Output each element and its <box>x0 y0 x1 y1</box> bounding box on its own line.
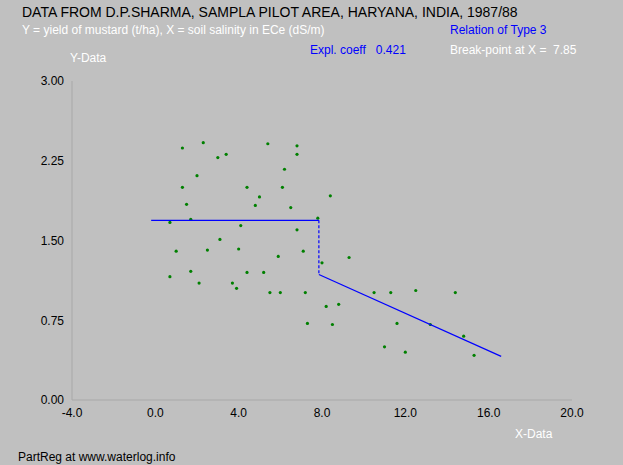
svg-text:2.25: 2.25 <box>41 154 65 168</box>
html-text:PartReg at www.waterlog.info: PartReg at www.waterlog.info <box>18 450 176 464</box>
html-text:X-Data: X-Data <box>515 427 553 441</box>
svg-text:4.0: 4.0 <box>230 406 247 420</box>
svg-text:-4.0: -4.0 <box>62 406 83 420</box>
html-text:Break-point at X = 7.85: Break-point at X = 7.85 <box>450 43 577 57</box>
svg-text:1.50: 1.50 <box>41 234 65 248</box>
html-text:Y-Data: Y-Data <box>70 51 107 65</box>
svg-text:12.0: 12.0 <box>394 406 418 420</box>
html-text:Expl. coeff 0.421: Expl. coeff 0.421 <box>310 43 406 57</box>
svg-text:0.00: 0.00 <box>41 393 65 407</box>
svg-text:0.0: 0.0 <box>147 406 164 420</box>
svg-text:8.0: 8.0 <box>314 406 331 420</box>
html-text:DATA FROM D.P.SHARMA, SAMPLA P: DATA FROM D.P.SHARMA, SAMPLA PILOT AREA,… <box>22 4 518 20</box>
svg-text:3.00: 3.00 <box>41 74 65 88</box>
svg-text:0.75: 0.75 <box>41 314 65 328</box>
svg-text:20.0: 20.0 <box>560 406 584 420</box>
svg-text:16.0: 16.0 <box>477 406 501 420</box>
html-text:Relation of Type 3: Relation of Type 3 <box>450 23 547 37</box>
html-text:Y = yield of mustard (t/ha), X: Y = yield of mustard (t/ha), X = soil sa… <box>22 23 325 37</box>
